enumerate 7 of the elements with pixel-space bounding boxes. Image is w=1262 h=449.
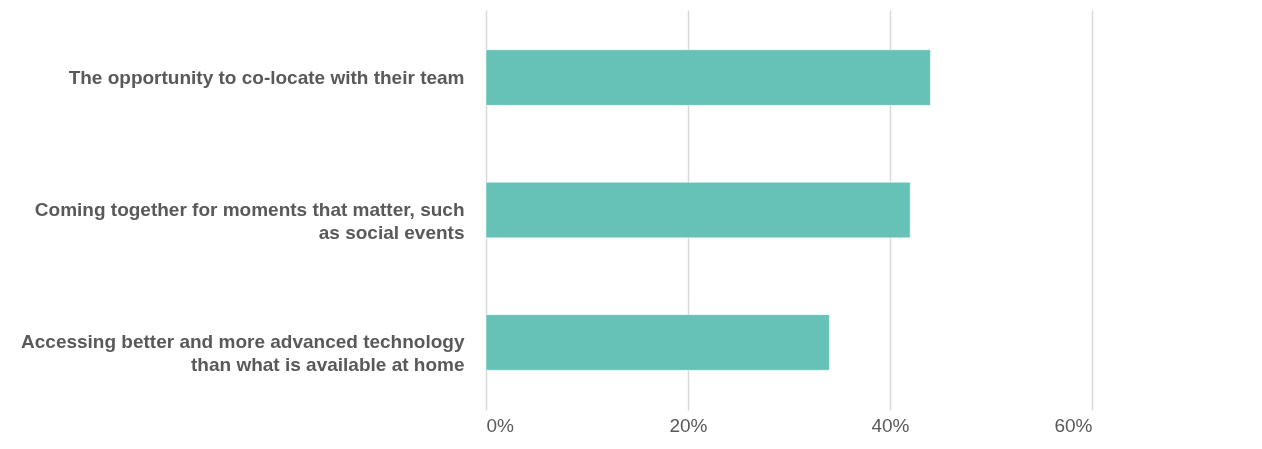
y-tick-label: Accessing better and more advanced technology than what is available at home	[21, 331, 465, 376]
y-tick-label: Coming together for moments that matter, such as social events	[34, 199, 465, 243]
x-tick-label: 0%	[486, 414, 515, 436]
y-tick-label: The opportunity to co-locate with their team	[68, 66, 465, 88]
x-tick-label: 60%	[1054, 414, 1093, 436]
x-tick-label: 40%	[871, 414, 910, 436]
x-tick-label: 20%	[669, 414, 708, 436]
